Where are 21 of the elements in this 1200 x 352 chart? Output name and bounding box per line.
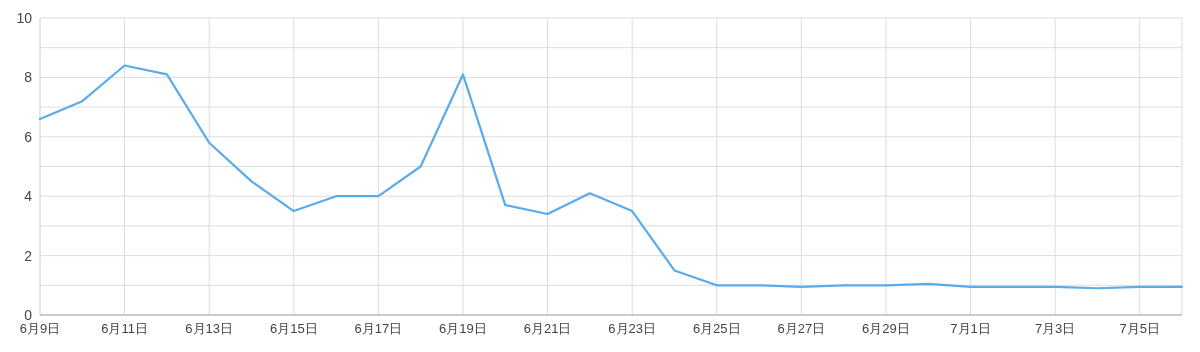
x-tick-label: 7月3日 (1034, 321, 1076, 336)
x-tick-label: 7月5日 (1119, 321, 1160, 336)
x-tick-label: 6月29日 (862, 321, 910, 336)
x-tick-label: 6月27日 (777, 321, 826, 336)
x-tick-label: 6月13日 (185, 321, 234, 336)
y-tick-label: 6 (24, 128, 33, 145)
y-tick-label: 2 (24, 247, 33, 264)
y-tick-label: 4 (24, 188, 33, 205)
x-tick-label: 6月11日 (101, 321, 148, 336)
x-tick-label: 6月23日 (608, 321, 656, 336)
y-tick-label: 10 (16, 10, 33, 26)
x-tick-label: 6月15日 (269, 321, 318, 336)
x-tick-label: 7月1日 (950, 321, 991, 336)
x-tick-label: 6月9日 (19, 321, 61, 336)
y-tick-label: 8 (24, 69, 33, 86)
x-tick-label: 6月25日 (692, 321, 741, 336)
line-series (38, 64, 1184, 290)
x-tick-label: 6月17日 (354, 321, 403, 336)
y-tick-label: 0 (24, 307, 33, 323)
x-tick-label: 6月19日 (439, 321, 487, 336)
x-tick-label: 6月21日 (523, 321, 572, 336)
